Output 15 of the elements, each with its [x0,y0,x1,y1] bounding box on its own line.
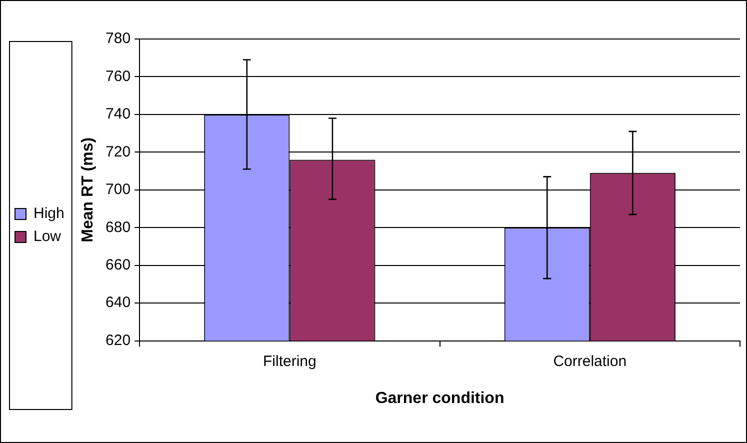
x-tick-label: Filtering [263,352,316,370]
legend-label: High [34,205,64,222]
y-axis-title: Mean RT (ms) [79,137,96,242]
x-tick-label: Correlation [553,352,627,370]
y-tick-label: 760 [106,68,131,85]
y-tick-label: 680 [106,218,131,236]
y-tick-label: 660 [106,256,131,274]
y-tick-label: 720 [106,143,131,160]
legend-label: Low [34,228,62,246]
x-axis-title: Garner condition [375,390,504,407]
y-tick-label: 780 [106,30,131,48]
y-tick-label: 620 [106,332,131,349]
y-tick-label: 700 [106,181,131,198]
y-tick-label: 640 [106,294,131,312]
y-tick-label: 740 [106,106,131,123]
